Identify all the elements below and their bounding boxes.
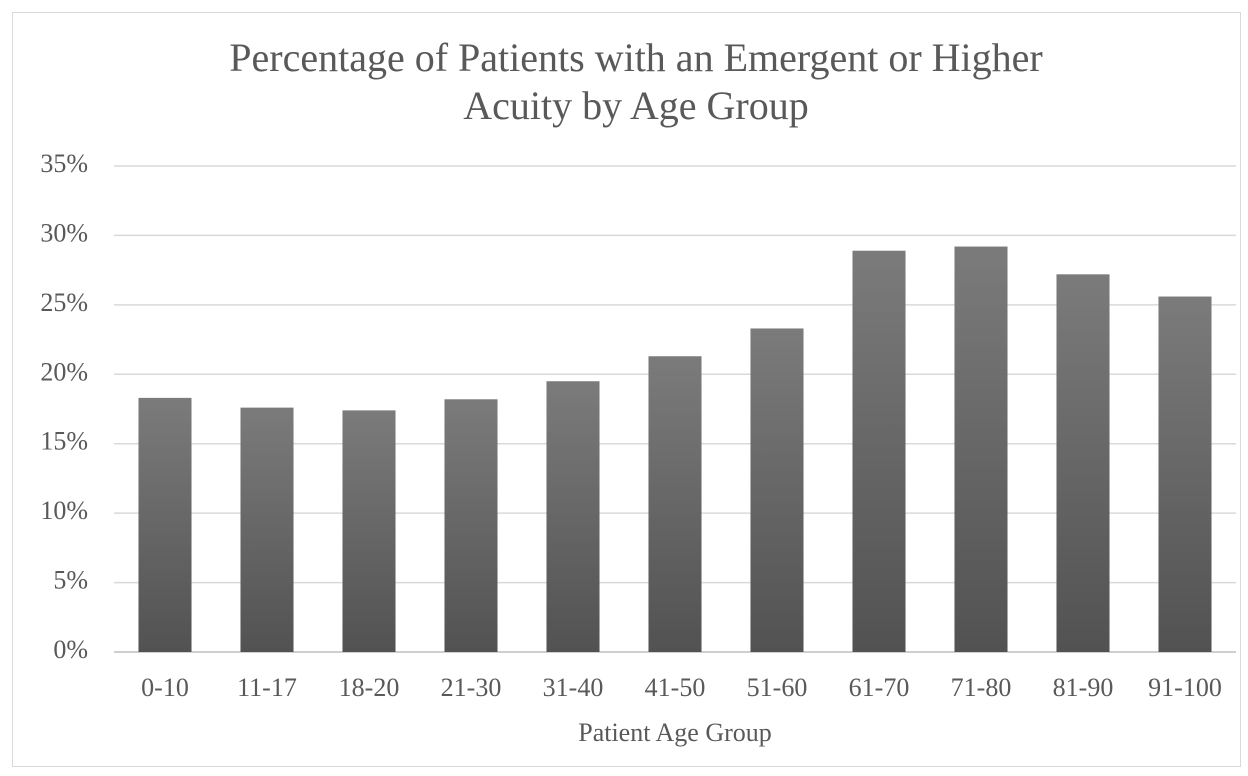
- x-tick-label: 81-90: [1053, 673, 1114, 702]
- bar: [750, 328, 804, 652]
- bar: [138, 397, 192, 652]
- chart-title: Acuity by Age Group: [463, 83, 809, 128]
- x-tick-label: 11-17: [237, 673, 297, 702]
- x-tick-label: 61-70: [849, 673, 910, 702]
- bar: [648, 356, 702, 652]
- x-tick-label: 18-20: [339, 673, 400, 702]
- y-tick-label: 0%: [53, 635, 88, 664]
- chart-frame: [12, 12, 1241, 767]
- y-tick-label: 15%: [40, 427, 88, 456]
- bar: [444, 399, 498, 652]
- x-tick-label: 41-50: [645, 673, 706, 702]
- x-tick-label: 51-60: [747, 673, 808, 702]
- x-tick-label: 0-10: [141, 673, 189, 702]
- bar: [546, 381, 600, 652]
- bar: [342, 410, 396, 652]
- y-tick-label: 5%: [53, 566, 88, 595]
- x-tick-label: 71-80: [951, 673, 1012, 702]
- bar: [1056, 274, 1110, 652]
- bar: [954, 246, 1008, 652]
- x-tick-label: 21-30: [441, 673, 502, 702]
- y-tick-label: 20%: [40, 357, 88, 386]
- chart-title: Percentage of Patients with an Emergent …: [229, 35, 1042, 80]
- y-tick-label: 25%: [40, 288, 88, 317]
- bar: [852, 250, 906, 652]
- x-axis-title: Patient Age Group: [578, 718, 772, 747]
- x-tick-label: 31-40: [543, 673, 604, 702]
- y-tick-label: 30%: [40, 218, 88, 247]
- x-tick-label: 91-100: [1148, 673, 1222, 702]
- bar: [1158, 296, 1212, 652]
- y-tick-label: 10%: [40, 496, 88, 525]
- bar: [240, 407, 294, 652]
- y-tick-label: 35%: [40, 149, 88, 178]
